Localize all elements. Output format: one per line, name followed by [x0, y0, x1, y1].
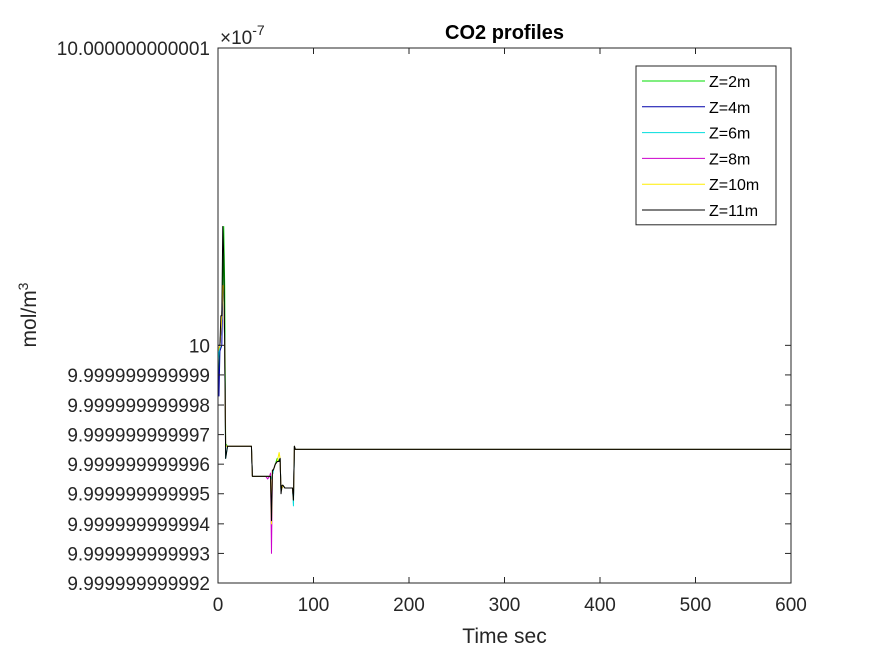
y-tick-label: 9.999999999994 [67, 515, 210, 536]
legend-label: Z=11m [709, 203, 758, 220]
legend-label: Z=6m [709, 126, 750, 143]
y-tick-label: 9.999999999997 [67, 426, 210, 447]
legend-label: Z=4m [709, 100, 750, 117]
y-tick-label: 10.000000000001 [57, 39, 210, 60]
x-tick-label: 100 [298, 595, 330, 616]
x-tick-label: 600 [775, 595, 807, 616]
y-tick-label: 9.999999999992 [67, 574, 210, 595]
chart-title: CO2 profiles [445, 22, 564, 44]
y-exponent-power: -7 [252, 22, 265, 38]
legend-label: Z=10m [709, 177, 759, 194]
x-tick-label: 400 [584, 595, 616, 616]
y-tick-label: 10 [189, 336, 210, 357]
y-axis-label-group: mol/m3 [15, 282, 41, 347]
x-tick-label: 0 [213, 595, 224, 616]
y-axis-label-unit: mol/m [18, 290, 41, 347]
y-axis-label: mol/m3 [15, 282, 41, 347]
series-lines [217, 226, 791, 554]
x-axis-label: Time sec [462, 625, 546, 648]
legend-label: Z=8m [709, 151, 750, 168]
legend: Z=2m Z=4m Z=6m Z=8m Z=10m Z=11m [635, 65, 777, 226]
y-axis-label-superscript: 3 [15, 282, 31, 290]
y-tick-label: 9.999999999999 [67, 366, 210, 387]
axis-ticks: 0 100 200 300 400 500 600 9.999999999992 9.99999… [57, 39, 807, 616]
y-tick-label: 9.999999999998 [67, 396, 210, 417]
legend-label: Z=2m [709, 74, 750, 91]
y-axis-exponent: ×10-7 [220, 22, 265, 49]
legend-box [635, 65, 777, 226]
series-line-6 [218, 226, 791, 522]
y-tick-label: 9.999999999993 [67, 544, 210, 565]
y-exponent-base: ×10 [220, 28, 252, 49]
x-tick-label: 500 [680, 595, 712, 616]
x-tick-label: 300 [489, 595, 521, 616]
x-tick-label: 200 [393, 595, 425, 616]
y-tick-label: 9.999999999995 [67, 485, 210, 506]
y-tick-label: 9.999999999996 [67, 455, 210, 476]
